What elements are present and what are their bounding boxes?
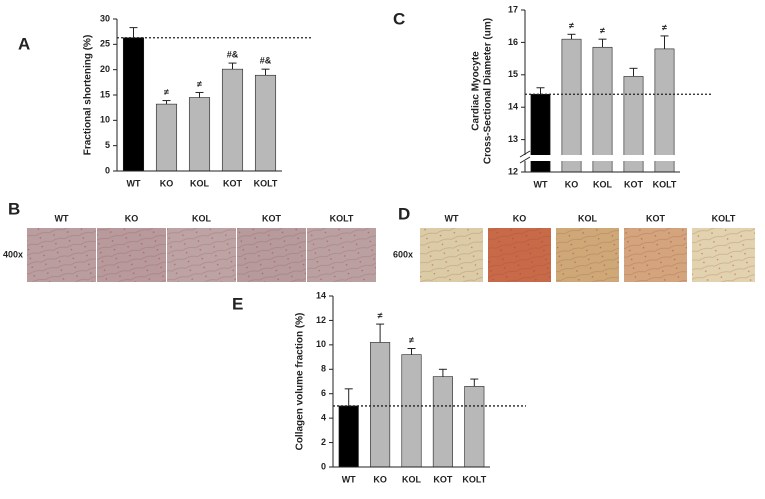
x-tick-label: WT (342, 474, 356, 484)
x-tick-label: KOT (624, 179, 644, 189)
x-tick-label: KOT (223, 178, 243, 188)
significance: ≠ (378, 310, 383, 320)
image-caption: KOT (646, 213, 666, 223)
x-tick-label: KOLT (653, 179, 677, 189)
y-tick-label: 2 (321, 437, 326, 447)
y-tick-label: 5 (105, 140, 110, 150)
x-tick-label: KOLT (462, 474, 486, 484)
y-tick-label: 17 (508, 4, 518, 14)
panel-letter: D (398, 204, 410, 223)
image-caption: KO (125, 213, 139, 223)
break-mark (519, 156, 531, 164)
y-tick-label: 14 (316, 290, 326, 300)
magnification: 400x (3, 249, 23, 259)
break-mark (519, 150, 531, 158)
histology-texture (307, 228, 376, 282)
y-tick-label: 0 (105, 165, 110, 175)
histology-texture (624, 228, 687, 282)
histology-texture (420, 228, 483, 282)
image-caption: KOL (578, 213, 598, 223)
image-caption: KOLT (712, 213, 736, 223)
bar (338, 405, 359, 468)
bar (188, 97, 211, 172)
bar (254, 74, 277, 172)
y-axis-label: Collagen volume fraction (%) (295, 313, 306, 451)
bar (654, 48, 675, 173)
x-tick-label: KOL (402, 474, 422, 484)
significance: #& (260, 56, 272, 66)
y-tick-label: 8 (321, 364, 326, 374)
y-tick-label: 13 (508, 134, 518, 144)
bar (432, 376, 453, 468)
x-tick-label: WT (127, 178, 141, 188)
bar (370, 342, 391, 468)
bar (464, 386, 485, 468)
histology-texture (97, 228, 166, 282)
x-tick-label: KOLT (254, 178, 278, 188)
bar (155, 103, 178, 172)
significance: ≠ (409, 335, 414, 345)
y-tick-label: 12 (316, 315, 326, 325)
image-caption: KOT (262, 213, 282, 223)
magnification: 600x (393, 249, 413, 259)
y-tick-label: 14 (508, 102, 518, 112)
histology-texture (692, 228, 755, 282)
y-axis-label: Cross-Sectional Diameter (um) (483, 18, 494, 164)
x-tick-label: KOL (593, 179, 613, 189)
significance: ≠ (197, 79, 202, 89)
image-caption: KOL (192, 213, 212, 223)
y-tick-label: 4 (321, 413, 326, 423)
y-tick-label: 16 (508, 37, 518, 47)
y-axis-label: Fractional shortening (%) (83, 35, 94, 156)
panel-letter: E (232, 294, 243, 313)
y-tick-label: 6 (321, 388, 326, 398)
bar (592, 46, 613, 173)
histology-texture (556, 228, 619, 282)
x-tick-label: KO (373, 474, 387, 484)
image-caption: KO (513, 213, 527, 223)
significance: ≠ (600, 26, 605, 36)
histology-texture (27, 228, 96, 282)
y-axis-label: Cardiac Myocyte (471, 51, 482, 131)
x-tick-label: WT (534, 179, 548, 189)
y-tick-label: 10 (100, 115, 110, 125)
histology-texture (488, 228, 551, 282)
x-tick-label: KO (160, 178, 174, 188)
y-tick-label: 15 (508, 69, 518, 79)
image-caption: KOLT (330, 213, 354, 223)
y-tick-label: 20 (100, 64, 110, 74)
panel-letter: C (393, 9, 405, 28)
y-tick-label: 0 (321, 461, 326, 471)
bar (122, 37, 145, 172)
significance: #& (227, 49, 239, 59)
x-tick-label: KOL (190, 178, 210, 188)
bar (561, 38, 582, 173)
histology-texture (167, 228, 236, 282)
y-tick-label: 15 (100, 89, 110, 99)
significance: ≠ (662, 22, 667, 32)
image-caption: WT (55, 213, 69, 223)
image-caption: WT (445, 213, 459, 223)
y-tick-label: 30 (100, 13, 110, 23)
significance: ≠ (164, 87, 169, 97)
panel-letter: B (8, 199, 20, 218)
panel-letter: A (18, 34, 30, 53)
y-tick-label: 25 (100, 39, 110, 49)
bar (221, 68, 244, 172)
significance: ≠ (569, 21, 574, 31)
y-tick-label: 10 (316, 339, 326, 349)
bar (401, 354, 422, 468)
axis-break (517, 155, 680, 161)
x-tick-label: KOT (433, 474, 453, 484)
histology-texture (237, 228, 306, 282)
y-tick-label: 12 (508, 166, 518, 176)
x-tick-label: KO (565, 179, 579, 189)
